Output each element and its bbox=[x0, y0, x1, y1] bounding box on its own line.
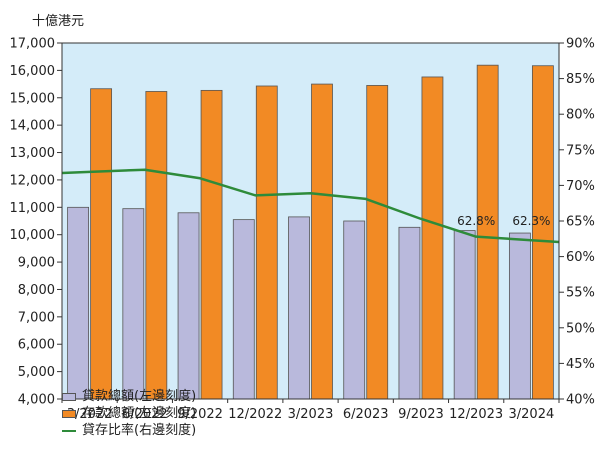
legend-item-ratio: 貸存比率(右邊刻度) bbox=[62, 422, 196, 439]
bar-loans bbox=[232, 219, 255, 400]
left-axis-tick-label: 16,000 bbox=[10, 64, 56, 79]
legend-item-loans: 貸款總額(左邊刻度) bbox=[62, 388, 196, 405]
x-axis-tick-label: 9/2023 bbox=[398, 407, 444, 422]
bar-loans bbox=[453, 230, 476, 400]
left-axis-tick-label: 5,000 bbox=[18, 365, 55, 380]
x-axis-tick-label: 12/2022 bbox=[228, 407, 282, 422]
right-axis-tick-label: 85% bbox=[566, 72, 595, 87]
x-axis-tick-label: 6/2022 bbox=[122, 407, 168, 422]
left-axis-tick-label: 6,000 bbox=[18, 338, 55, 353]
bar-deposits bbox=[366, 85, 389, 400]
bar-deposits bbox=[145, 91, 168, 400]
chart-legend: 貸款總額(左邊刻度) 存款總額(左邊刻度) 貸存比率(右邊刻度) bbox=[62, 388, 196, 439]
bar-deposits bbox=[200, 89, 223, 400]
bar-loans bbox=[177, 212, 200, 400]
left-axis-tick-label: 11,000 bbox=[10, 201, 56, 216]
annotation-label: 62.3% bbox=[512, 214, 550, 228]
left-axis-tick-label: 10,000 bbox=[10, 228, 56, 243]
bar-deposits bbox=[255, 85, 278, 400]
right-axis-tick-label: 65% bbox=[566, 215, 595, 230]
right-axis-tick-label: 75% bbox=[566, 143, 595, 158]
bar-deposits bbox=[421, 76, 444, 400]
legend-swatch-ratio bbox=[62, 429, 76, 432]
right-axis-tick-label: 70% bbox=[566, 179, 595, 194]
x-axis-tick-label: 3/2024 bbox=[509, 407, 555, 422]
right-axis-tick-label: 40% bbox=[566, 393, 595, 408]
bar-deposits bbox=[90, 88, 113, 400]
left-axis-tick-label: 8,000 bbox=[18, 283, 55, 298]
x-axis-tick-label: 3/2022 bbox=[67, 407, 113, 422]
left-axis-tick-label: 7,000 bbox=[18, 310, 55, 325]
annotation-label: 62.8% bbox=[457, 214, 495, 228]
right-axis-tick-label: 60% bbox=[566, 250, 595, 265]
legend-label-deposits: 存款總額(左邊刻度) bbox=[82, 406, 197, 421]
left-axis-tick-label: 14,000 bbox=[10, 119, 56, 134]
legend-item-deposits: 存款總額(左邊刻度) bbox=[62, 405, 196, 422]
x-axis-tick-label: 6/2023 bbox=[343, 407, 389, 422]
x-axis-tick-label: 12/2023 bbox=[449, 407, 503, 422]
x-axis-tick-label: 9/2022 bbox=[177, 407, 223, 422]
legend-swatch-deposits bbox=[62, 409, 76, 418]
right-axis-tick-label: 80% bbox=[566, 108, 595, 123]
left-axis-tick-label: 13,000 bbox=[10, 146, 56, 161]
left-axis-tick-label: 12,000 bbox=[10, 173, 56, 188]
bar-deposits bbox=[531, 65, 554, 400]
legend-label-ratio: 貸存比率(右邊刻度) bbox=[82, 423, 197, 438]
right-axis-tick-label: 90% bbox=[566, 37, 595, 52]
legend-label-loans: 貸款總額(左邊刻度) bbox=[82, 389, 197, 404]
bar-deposits bbox=[476, 64, 499, 400]
x-axis-tick-label: 3/2023 bbox=[288, 407, 334, 422]
right-axis-tick-label: 45% bbox=[566, 357, 595, 372]
bar-loans bbox=[508, 232, 531, 400]
bar-loans bbox=[67, 206, 90, 400]
left-axis-tick-label: 9,000 bbox=[18, 256, 55, 271]
right-axis-tick-label: 50% bbox=[566, 321, 595, 336]
legend-swatch-loans bbox=[62, 392, 76, 401]
left-axis-tick-label: 15,000 bbox=[10, 91, 56, 106]
bar-loans bbox=[343, 220, 366, 400]
bar-loans bbox=[122, 208, 145, 400]
left-axis-tick-label: 17,000 bbox=[10, 37, 56, 52]
ratio-line bbox=[61, 168, 560, 244]
bar-loans bbox=[288, 216, 310, 400]
bar-deposits bbox=[311, 83, 333, 400]
plot-area bbox=[62, 43, 559, 399]
plot-border bbox=[61, 42, 560, 400]
left-axis-tick-label: 4,000 bbox=[18, 393, 55, 408]
bar-loans bbox=[398, 226, 421, 400]
y-axis-unit-label: 十億港元 bbox=[32, 14, 85, 29]
right-axis-tick-label: 55% bbox=[566, 286, 595, 301]
